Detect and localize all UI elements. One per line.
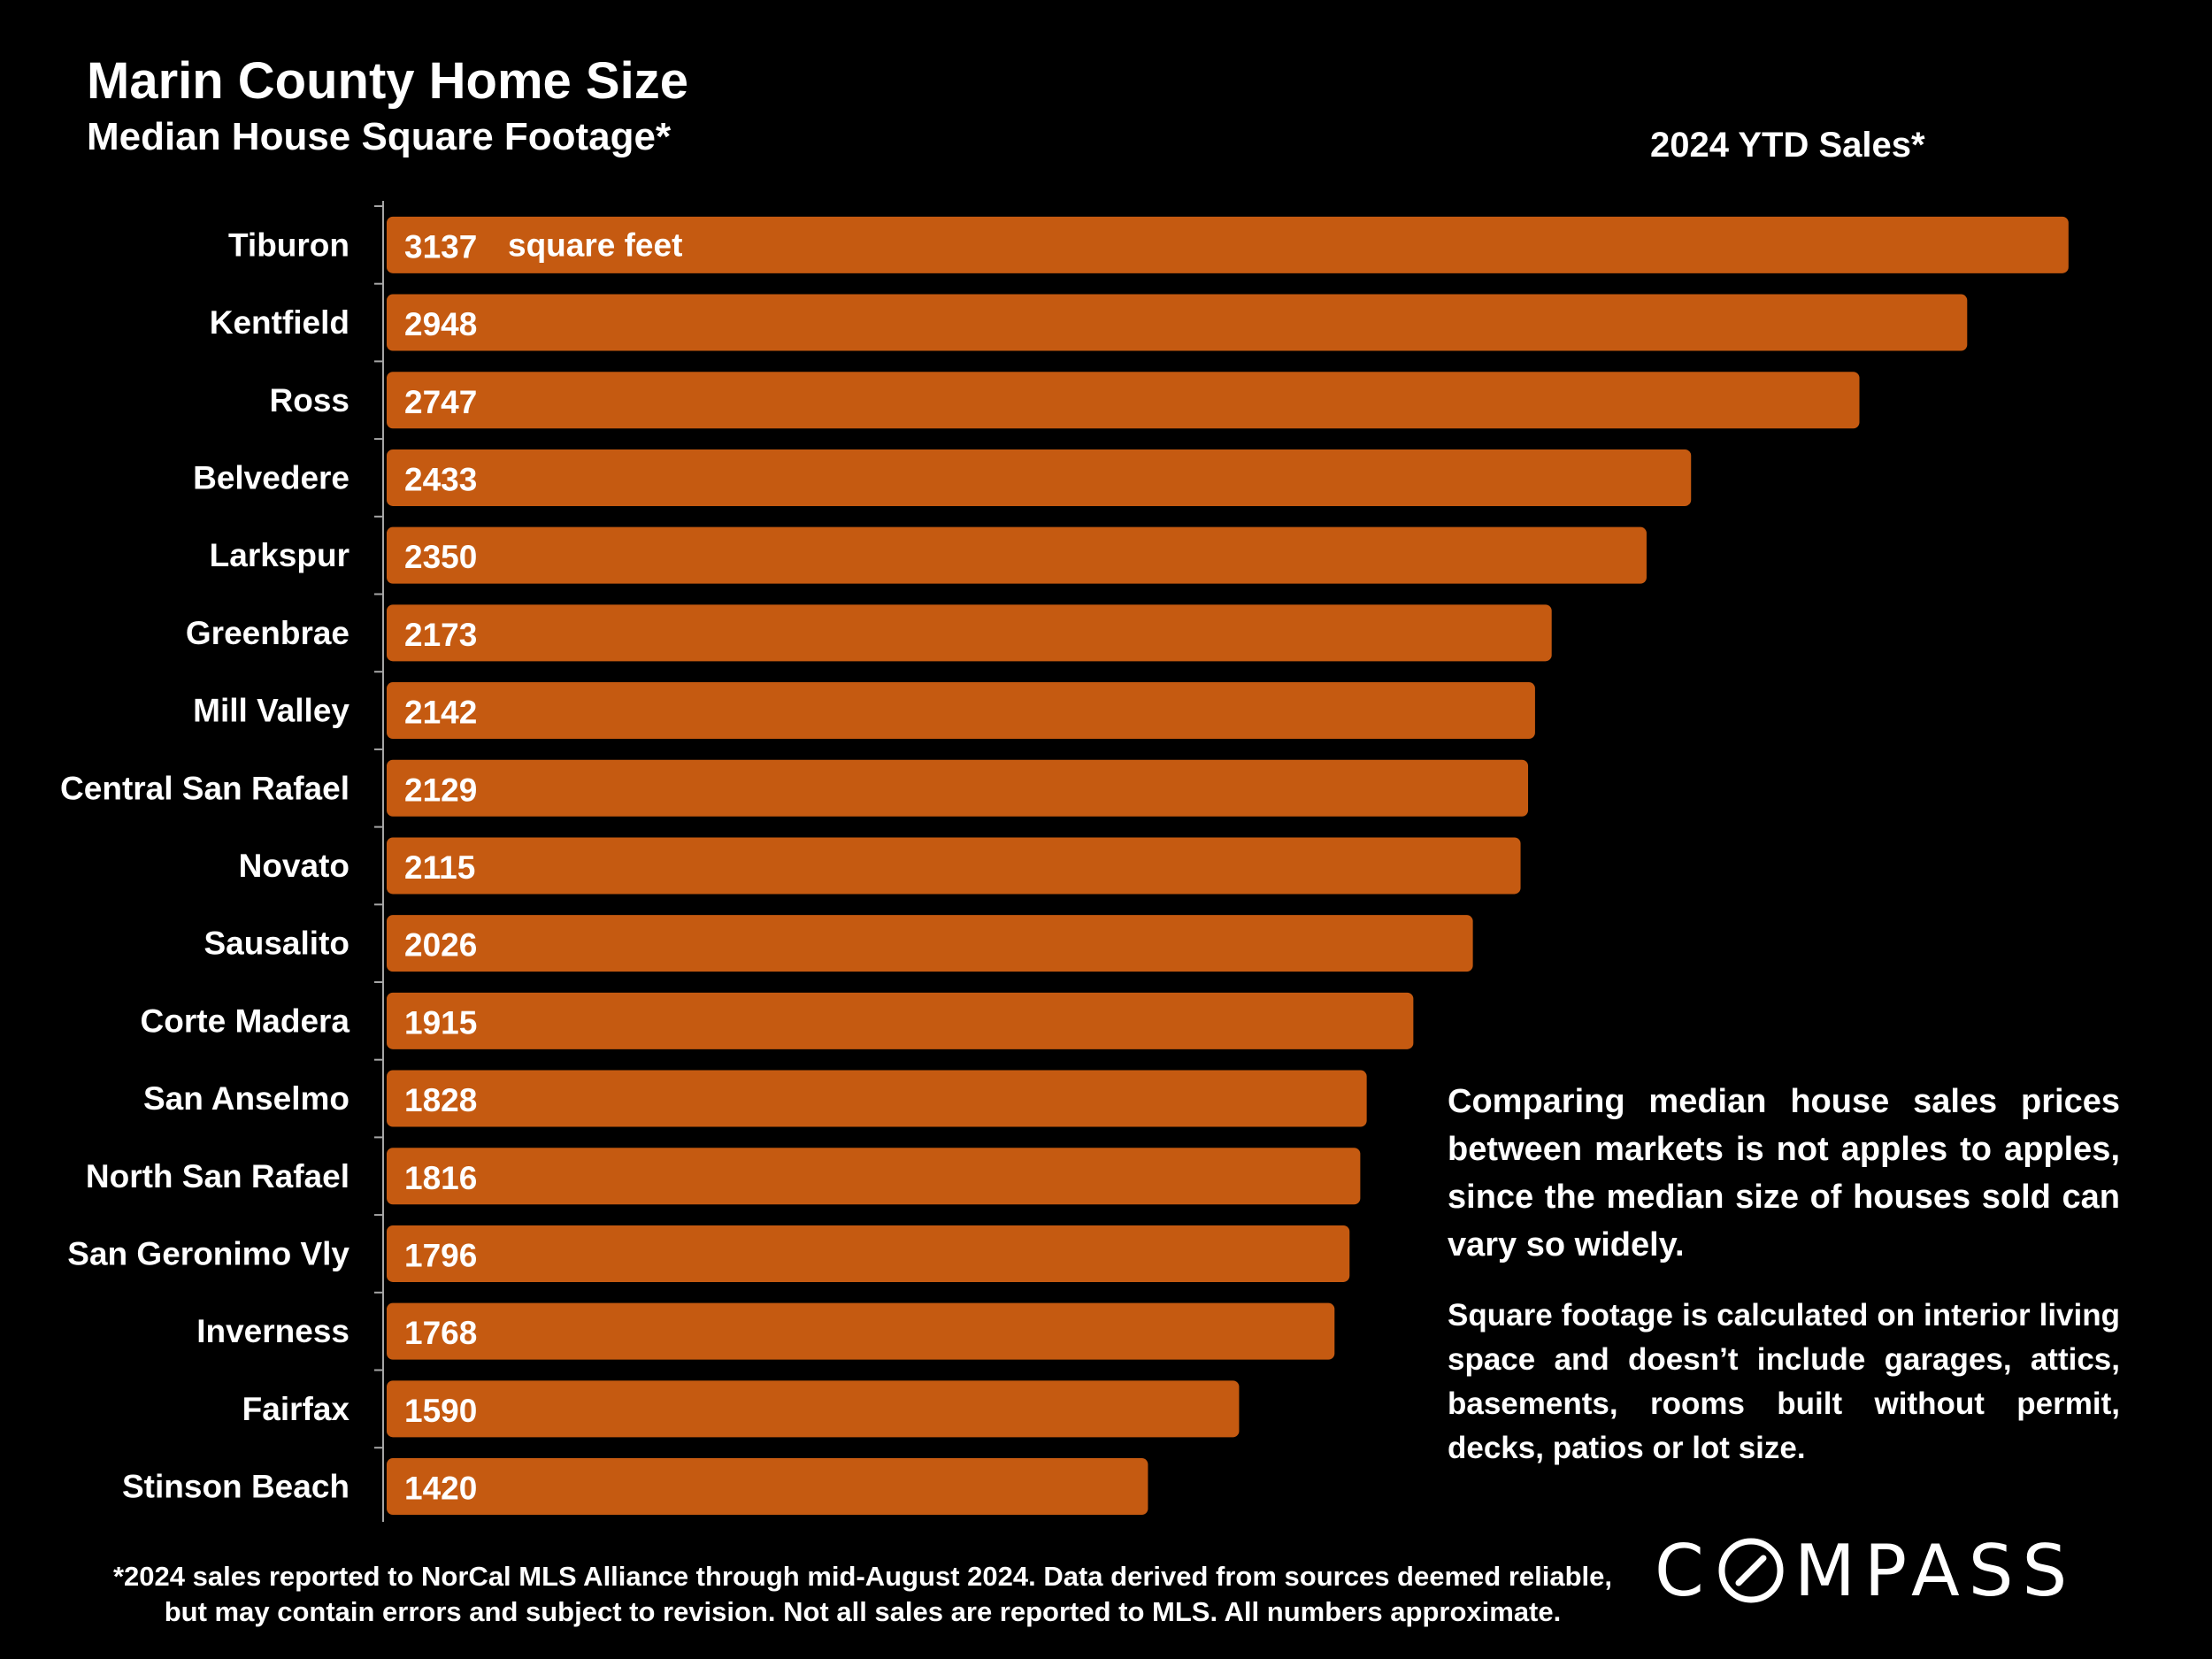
bar	[387, 526, 1647, 584]
category-label: Central San Rafael	[60, 770, 349, 806]
bar	[387, 449, 1692, 506]
category-label: North San Rafael	[86, 1158, 349, 1194]
category-label: Corte Madera	[141, 1002, 350, 1039]
bar	[387, 1070, 1367, 1127]
bar	[387, 837, 1521, 895]
category-label: Kentfield	[210, 304, 349, 341]
comparison-note: Comparing median house sales prices betw…	[1448, 1083, 2120, 1263]
period-label: 2024 YTD Sales*	[1650, 126, 1925, 165]
value-label: 1590	[404, 1393, 477, 1429]
value-label: 1796	[404, 1237, 477, 1273]
footnote-line-1: *2024 sales reported to NorCal MLS Allia…	[112, 1561, 1612, 1592]
category-label: Sausalito	[204, 926, 350, 962]
value-label: 2747	[404, 384, 477, 420]
logo-text: MPASS	[1793, 1529, 2077, 1612]
category-label: San Geronimo Vly	[67, 1235, 349, 1271]
footnote: *2024 sales reported to NorCal MLS Allia…	[88, 1559, 1637, 1630]
footnote-line-2: but may contain errors and subject to re…	[164, 1596, 1562, 1627]
bar	[387, 759, 1529, 817]
value-label: 2115	[404, 849, 475, 886]
definition-note: Square footage is calculated on interior…	[1448, 1298, 2120, 1465]
bar	[387, 1458, 1148, 1516]
bar	[387, 604, 1552, 662]
value-label: 1915	[404, 1004, 477, 1041]
unit-label: square feet	[508, 227, 682, 263]
value-label: 2948	[404, 306, 477, 342]
logo-letter-c: C	[1655, 1529, 1713, 1612]
category-label: Tiburon	[228, 227, 349, 263]
bar	[387, 1148, 1361, 1205]
category-label: Larkspur	[210, 537, 349, 573]
compass-logo: C MPASS	[1655, 1530, 2076, 1612]
category-label: Novato	[239, 848, 349, 884]
category-label: Ross	[270, 382, 349, 419]
value-label: 1420	[404, 1471, 477, 1507]
bar	[387, 1380, 1240, 1438]
value-label: 2142	[404, 695, 477, 731]
bar	[387, 1225, 1350, 1282]
value-label: 1828	[404, 1082, 477, 1118]
bar	[387, 294, 1968, 351]
category-label: Greenbrae	[186, 615, 349, 651]
value-label: 2026	[404, 927, 477, 964]
value-label: 2129	[404, 772, 477, 808]
value-label: 2173	[404, 617, 477, 653]
value-label: 3137	[404, 228, 477, 265]
value-label: 2350	[404, 539, 477, 575]
page-subtitle: Median House Square Footage*	[87, 115, 672, 158]
bar	[387, 372, 1860, 429]
compass-o-icon	[1718, 1538, 1784, 1603]
category-label: Belvedere	[193, 459, 349, 495]
value-label: 1816	[404, 1160, 477, 1196]
value-label: 1768	[404, 1315, 477, 1351]
bar	[387, 1302, 1335, 1360]
bar	[387, 915, 1473, 972]
bar	[387, 216, 2069, 273]
page-title: Marin County Home Size	[87, 52, 688, 110]
category-label: Stinson Beach	[122, 1469, 349, 1505]
category-label: Mill Valley	[193, 693, 349, 729]
category-label: San Anselmo	[143, 1080, 349, 1117]
category-label: Inverness	[196, 1313, 349, 1349]
bar-chart: Tiburon 3137 square feet Kentfield 2948 Ross 2…	[60, 201, 2069, 1522]
bar	[387, 682, 1535, 740]
bar	[387, 992, 1414, 1049]
value-label: 2433	[404, 461, 477, 497]
category-label: Fairfax	[242, 1391, 350, 1427]
